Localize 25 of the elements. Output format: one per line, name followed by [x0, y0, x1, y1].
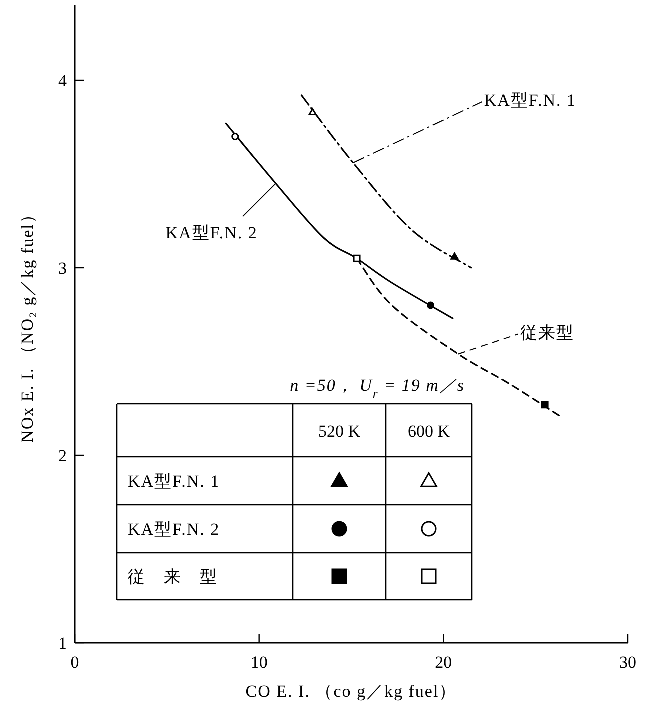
x-tick-label: 30 — [620, 653, 636, 672]
point — [353, 254, 361, 262]
legend-label: 従来型 — [520, 323, 574, 342]
y-tick-label: 1 — [58, 634, 67, 653]
x-tick-label: 20 — [435, 653, 452, 672]
annotation: 従 来 型 — [128, 568, 218, 586]
y-tick-label: 2 — [58, 446, 67, 466]
annotation: 600 K — [408, 422, 451, 441]
annotation: 520 K — [318, 422, 362, 441]
point — [541, 401, 549, 409]
y-tick-label: 3 — [58, 259, 67, 278]
annotation: KA型F.N. 2 — [128, 520, 220, 539]
point — [427, 302, 435, 310]
point — [232, 133, 240, 140]
text: KA型F.N. 1 — [484, 91, 577, 110]
annotation: KA型F.N. 1 — [128, 472, 220, 491]
x-tick-label: 0 — [70, 653, 80, 672]
x-axis-title: CO E. I. （co g／kg fuel） — [246, 682, 458, 701]
text: KA型F.N. 2 — [166, 224, 258, 243]
point — [308, 108, 317, 116]
x-tick-label: 10 — [250, 653, 268, 672]
point — [450, 252, 459, 260]
y-tick-label: 4 — [58, 72, 68, 90]
y-axis-title: NOx E. I. （NO₂ g／kg fuel） — [18, 206, 37, 443]
annotation: n =50， U$_{r}$ = 19 m／s — [290, 376, 465, 401]
